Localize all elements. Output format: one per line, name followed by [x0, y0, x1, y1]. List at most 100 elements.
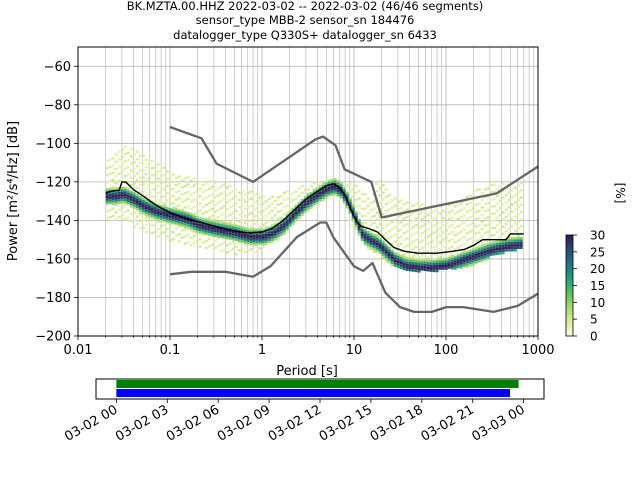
psd-cell — [439, 212, 442, 214]
psd-cell — [223, 224, 226, 226]
psd-cell — [205, 189, 208, 191]
psd-cell — [373, 243, 376, 245]
psd-cell — [379, 247, 382, 249]
psd-cell — [460, 209, 463, 211]
psd-cell — [469, 262, 472, 264]
psd-cell — [490, 227, 493, 229]
psd-cell — [409, 269, 412, 271]
psd-cell — [442, 231, 445, 233]
psd-cell — [259, 204, 262, 206]
psd-cell — [121, 197, 124, 199]
psd-cell — [220, 243, 223, 245]
psd-cell — [214, 203, 217, 205]
psd-cell — [460, 216, 463, 218]
psd-cell — [520, 182, 523, 184]
psd-cell — [397, 258, 400, 260]
psd-cell — [205, 225, 208, 227]
psd-cell — [517, 206, 520, 208]
psd-cell — [304, 203, 307, 205]
psd-cell — [430, 260, 433, 262]
psd-cell — [193, 199, 196, 201]
psd-cell — [286, 190, 289, 192]
psd-cell — [508, 239, 511, 241]
psd-cell — [190, 244, 193, 246]
psd-cell — [430, 269, 433, 271]
psd-cell — [259, 211, 262, 213]
psd-cell — [112, 200, 115, 202]
psd-cell — [277, 218, 280, 220]
psd-cell — [238, 227, 241, 229]
psd-cell — [142, 176, 145, 178]
psd-cell — [472, 215, 475, 217]
psd-cell — [487, 250, 490, 252]
psd-cell — [253, 252, 256, 254]
psd-cell — [229, 199, 232, 201]
psd-cell — [493, 205, 496, 207]
psd-cell — [307, 210, 310, 212]
psd-cell — [109, 216, 112, 218]
psd-cell — [466, 251, 469, 253]
psd-cell — [124, 199, 127, 201]
psd-cell — [196, 230, 199, 232]
psd-cell — [469, 194, 472, 196]
psd-cell — [370, 247, 373, 249]
psd-cell — [241, 240, 244, 242]
psd-cell — [292, 223, 295, 225]
psd-cell — [295, 212, 298, 214]
psd-cell — [259, 247, 262, 249]
psd-cell — [460, 252, 463, 254]
psd-cell — [115, 175, 118, 177]
psd-cell — [277, 230, 280, 232]
psd-cell — [463, 229, 466, 231]
psd-cell — [223, 184, 226, 186]
psd-cell — [241, 226, 244, 228]
psd-cell — [418, 263, 421, 265]
psd-cell — [241, 228, 244, 230]
psd-cell — [292, 206, 295, 208]
psd-cell — [247, 237, 250, 239]
colorbar-label: [%] — [613, 183, 627, 204]
psd-cell — [469, 202, 472, 204]
psd-cell — [244, 222, 247, 224]
psd-cell — [139, 210, 142, 212]
psd-cell — [502, 247, 505, 249]
psd-cell — [124, 194, 127, 196]
psd-cell — [199, 217, 202, 219]
psd-cell — [364, 229, 367, 231]
psd-cell — [124, 211, 127, 213]
psd-cell — [127, 166, 130, 168]
psd-cell — [178, 240, 181, 242]
psd-cell — [217, 202, 220, 204]
psd-cell — [409, 267, 412, 269]
psd-cell — [181, 213, 184, 215]
psd-cell — [439, 234, 442, 236]
psd-cell — [520, 244, 523, 246]
psd-cell — [367, 231, 370, 233]
psd-cell — [514, 237, 517, 239]
psd-cell — [208, 228, 211, 230]
psd-cell — [367, 236, 370, 238]
psd-cell — [499, 185, 502, 187]
psd-cell — [361, 215, 364, 217]
psd-cell — [124, 201, 127, 203]
psd-cell — [139, 169, 142, 171]
psd-cell — [184, 221, 187, 223]
psd-cell — [199, 238, 202, 240]
psd-cell — [337, 192, 340, 194]
psd-cell — [226, 237, 229, 239]
psd-cell — [109, 209, 112, 211]
psd-cell — [169, 174, 172, 176]
psd-cell — [418, 220, 421, 222]
psd-cell — [247, 240, 250, 242]
y-tick-label: −140 — [35, 214, 71, 229]
psd-cell — [346, 206, 349, 208]
psd-cell — [232, 224, 235, 226]
psd-cell — [169, 182, 172, 184]
psd-cell — [229, 213, 232, 215]
colorbar-tick-label: 5 — [590, 313, 598, 327]
psd-cell — [442, 224, 445, 226]
psd-cell — [460, 266, 463, 268]
psd-cell — [427, 267, 430, 269]
psd-cell — [451, 265, 454, 267]
psd-cell — [310, 202, 313, 204]
